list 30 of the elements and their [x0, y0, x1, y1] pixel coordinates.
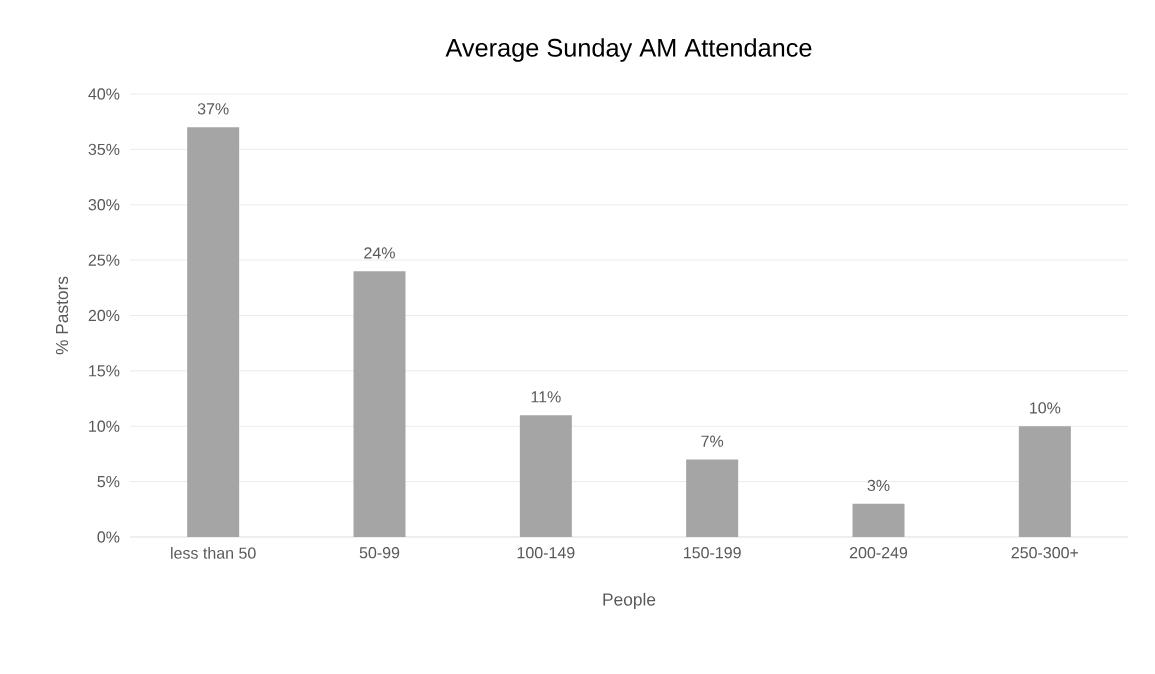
bar	[1018, 426, 1071, 537]
y-tick-label: 20%	[88, 309, 120, 322]
y-tick-label: 15%	[89, 365, 120, 377]
y-tick-label: 5%	[97, 475, 120, 488]
x-tick-label: 50-99	[359, 547, 400, 559]
y-tick-label: 0%	[97, 531, 120, 543]
data-label: 37%	[197, 103, 229, 115]
x-tick-label: 100-149	[517, 547, 575, 559]
data-label: 24%	[364, 247, 395, 259]
data-label: 3%	[867, 479, 890, 492]
x-axis-title: People	[603, 592, 656, 610]
y-tick-label: 35%	[88, 143, 120, 156]
y-tick-label: 10%	[89, 420, 120, 432]
bar	[187, 127, 240, 537]
data-label: 11%	[531, 391, 561, 403]
x-tick-label: 150-199	[684, 547, 741, 559]
y-tick-label: 25%	[88, 254, 120, 266]
data-label: 7%	[701, 435, 724, 447]
y-axis-title: % Pastors	[55, 276, 69, 355]
bar	[852, 503, 905, 537]
x-tick-label: less than 50	[171, 547, 256, 559]
chart-title: Average Sunday AM Attendance	[445, 38, 812, 62]
bar	[353, 271, 406, 537]
x-tick-label: 250-300+	[1011, 547, 1079, 559]
data-label: 10%	[1030, 402, 1061, 414]
bar	[686, 459, 739, 537]
x-tick-label: 200-249	[849, 547, 908, 559]
y-tick-label: 30%	[88, 199, 120, 211]
y-tick-label: 40%	[88, 88, 120, 100]
bar	[519, 415, 572, 537]
